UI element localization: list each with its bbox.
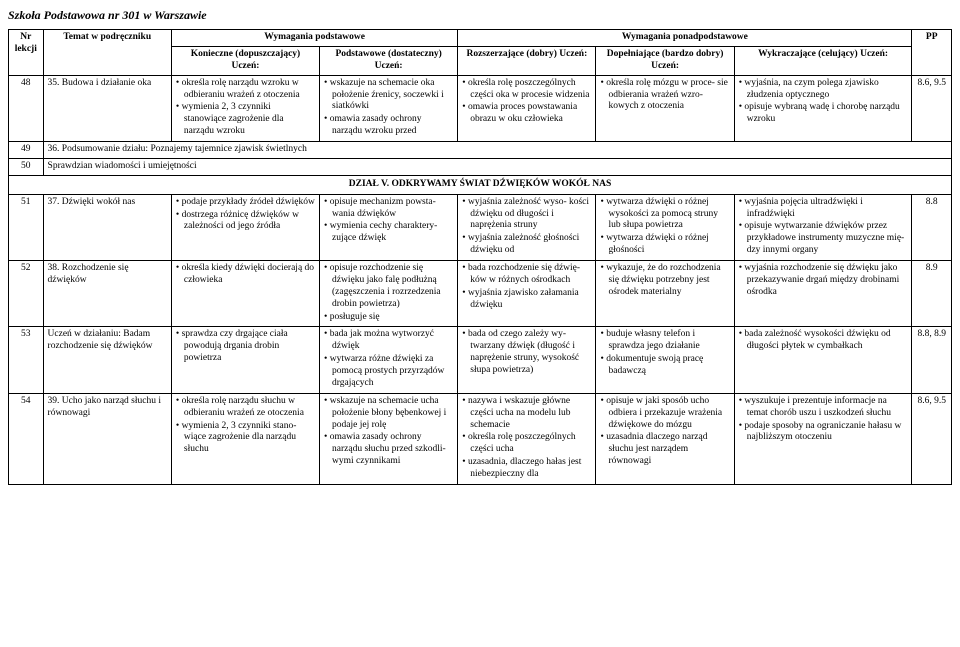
cell-nr: 49 (9, 142, 44, 159)
cell-pod: opisuje rozchodzenie się dźwięku jako fa… (320, 261, 458, 327)
section-row: DZIAŁ V. ODKRYWAMY ŚWIAT DŹWIĘKÓW WOKÓŁ … (9, 175, 952, 194)
cell-roz: określa rolę poszczegól­nych części oka … (458, 75, 596, 141)
table-row: 50Sprawdzian wiadomości i umiejętności (9, 158, 952, 175)
table-row: 4936. Podsumowanie działu: Poznajemy taj… (9, 142, 952, 159)
h-pod: Podstawowe (dostateczny) Uczeń: (320, 46, 458, 75)
cell-span: 36. Podsumowanie działu: Poznajemy tajem… (43, 142, 951, 159)
cell-topic: 39. Ucho jako narząd słuchu i równowagi (43, 393, 171, 484)
cell-kon: sprawdza czy drgające ciała powodują drg… (171, 327, 319, 393)
cell-nr: 52 (9, 261, 44, 327)
table-row: 5238. Rozchodzenie się dźwiękówokreśla k… (9, 261, 952, 327)
cell-dop: określa rolę mózgu w proce- sie odbieran… (596, 75, 734, 141)
cell-nr: 51 (9, 194, 44, 260)
cell-topic: Uczeń w działaniu: Badam rozchodzenie si… (43, 327, 171, 393)
h-wyk: Wykraczające (celujący) Uczeń: (734, 46, 912, 75)
cell-nr: 50 (9, 158, 44, 175)
cell-wyk: wyjaśnia pojęcia ultradźwięki i infradźw… (734, 194, 912, 260)
cell-dop: buduje własny telefon i sprawdza jego dz… (596, 327, 734, 393)
cell-roz: nazywa i wskazuje główne części ucha na … (458, 393, 596, 484)
cell-pod: bada jak można wytworzyć dźwiękwytwarza … (320, 327, 458, 393)
h-roz: Rozszerzające (dobry) Uczeń: (458, 46, 596, 75)
cell-dop: wykazuje, że do rozchodze­nia się dźwięk… (596, 261, 734, 327)
cell-roz: wyjaśnia zależność wyso- kości dźwięku o… (458, 194, 596, 260)
table-row: 4835. Budowa i działanie okaokreśla rolę… (9, 75, 952, 141)
cell-kon: podaje przykłady źródeł dźwiękówdostrzeg… (171, 194, 319, 260)
cell-pp: 8.6, 9.5 (912, 393, 952, 484)
cell-pod: wskazuje na schemacie oka położenie źren… (320, 75, 458, 141)
cell-pp: 8.9 (912, 261, 952, 327)
cell-topic: 38. Rozchodzenie się dźwięków (43, 261, 171, 327)
h-kon: Konieczne (dopuszczający) Uczeń: (171, 46, 319, 75)
cell-wyk: wyszukuje i prezentuje infor­macje na te… (734, 393, 912, 484)
cell-kon: określa rolę narządu słuchu w odbieraniu… (171, 393, 319, 484)
h-nr: Nr lekcji (9, 30, 44, 76)
table-row: 53Uczeń w działaniu: Badam rozchodzenie … (9, 327, 952, 393)
h-wym-podst: Wymagania podstawowe (171, 30, 457, 47)
cell-nr: 53 (9, 327, 44, 393)
school-title: Szkoła Podstawowa nr 301 w Warszawie (8, 8, 952, 23)
cell-wyk: bada zależność wysokości dźwięku od dług… (734, 327, 912, 393)
curriculum-table: Nr lekcji Temat w podręczniku Wymagania … (8, 29, 952, 485)
cell-topic: 35. Budowa i działanie oka (43, 75, 171, 141)
h-wym-ponad: Wymagania ponadpodstawowe (458, 30, 912, 47)
cell-pp: 8.8 (912, 194, 952, 260)
h-temat: Temat w podręczniku (43, 30, 171, 76)
table-row: 5137. Dźwięki wokół naspodaje przykłady … (9, 194, 952, 260)
table-row: 5439. Ucho jako narząd słuchu i równowag… (9, 393, 952, 484)
cell-roz: bada od czego zależy wy- twarzany dźwięk… (458, 327, 596, 393)
cell-topic: 37. Dźwięki wokół nas (43, 194, 171, 260)
cell-pp: 8.8, 8.9 (912, 327, 952, 393)
cell-pod: wskazuje na schemacie ucha położenie bło… (320, 393, 458, 484)
cell-pod: opisuje mechanizm powsta- wania dźwięków… (320, 194, 458, 260)
cell-span: Sprawdzian wiadomości i umiejętności (43, 158, 951, 175)
cell-dop: opisuje w jaki sposób ucho odbiera i prz… (596, 393, 734, 484)
cell-nr: 48 (9, 75, 44, 141)
cell-kon: określa kiedy dźwięki dociera­ją do czło… (171, 261, 319, 327)
h-pp: PP (912, 30, 952, 76)
section-title: DZIAŁ V. ODKRYWAMY ŚWIAT DŹWIĘKÓW WOKÓŁ … (9, 175, 952, 194)
cell-nr: 54 (9, 393, 44, 484)
h-dop: Dopełniające (bardzo dobry) Uczeń: (596, 46, 734, 75)
cell-kon: określa rolę narządu wzroku w odbieraniu… (171, 75, 319, 141)
cell-pp: 8.6, 9.5 (912, 75, 952, 141)
cell-dop: wytwarza dźwięki o różnej wysokości za p… (596, 194, 734, 260)
cell-wyk: wyjaśnia rozchodzenie się dźwięku jako p… (734, 261, 912, 327)
cell-wyk: wyjaśnia, na czym polega zja­wisko złudz… (734, 75, 912, 141)
cell-roz: bada rozchodzenie się dźwię- ków w różny… (458, 261, 596, 327)
